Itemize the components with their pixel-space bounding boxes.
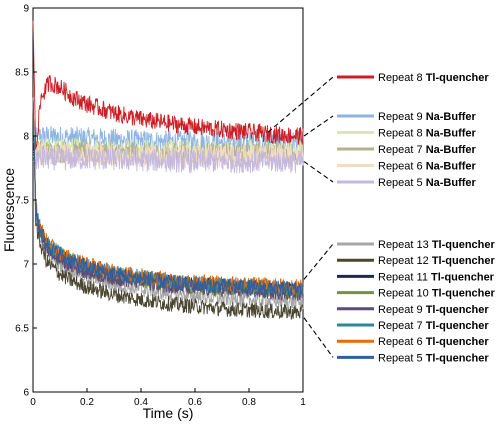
- callout-line: [303, 317, 334, 358]
- callout-line: [303, 115, 334, 137]
- legend-entry: Repeat 13 Tl-quencher: [378, 239, 495, 251]
- x-tick-label: 0: [30, 397, 36, 408]
- callout-line: [303, 161, 334, 183]
- plot-area: [32, 7, 304, 393]
- x-tick-label: 0.4: [134, 397, 148, 408]
- axis-ticks: 0 0.2 0.4 0.6 0.8 1 6 6.5 7 7.5 8 8.5 9: [15, 4, 306, 409]
- callout-line: [267, 76, 334, 133]
- y-tick-label: 6: [23, 388, 29, 399]
- legend-entry: Repeat 5 Tl-quencher: [378, 352, 489, 364]
- legend-entry: Repeat 9 Na-Buffer: [378, 111, 477, 123]
- x-tick-label: 0.2: [80, 397, 94, 408]
- legend-entry: Repeat 10 Tl-quencher: [378, 288, 495, 300]
- legend-entry: Repeat 6 Tl-quencher: [378, 336, 489, 348]
- y-tick-label: 7.5: [15, 196, 29, 207]
- y-tick-label: 8: [23, 132, 29, 143]
- legend-entry: Repeat 7 Tl-quencher: [378, 320, 489, 332]
- legend: Repeat 8 Tl-quencher Repeat 9 Na-Buffer Re…: [337, 72, 495, 364]
- x-tick-label: 0.8: [242, 397, 256, 408]
- x-tick-label: 1: [300, 397, 306, 408]
- x-tick-label: 0.6: [188, 397, 202, 408]
- legend-entry: Repeat 9 Tl-quencher: [378, 304, 489, 316]
- legend-entry: Repeat 7 Na-Buffer: [378, 144, 477, 156]
- series-line: [32, 146, 304, 174]
- y-tick-label: 6.5: [15, 324, 29, 335]
- series-line: [32, 110, 304, 320]
- legend-entry: Repeat 11 Tl-quencher: [378, 271, 495, 283]
- legend-entry: Repeat 8 Na-Buffer: [378, 128, 477, 140]
- legend-entry: Repeat 8 Tl-quencher: [378, 72, 489, 84]
- legend-callout-lines: [267, 76, 334, 358]
- x-axis-label: Time (s): [143, 405, 194, 421]
- y-tick-label: 8.5: [15, 68, 29, 79]
- legend-entry: Repeat 6 Na-Buffer: [378, 161, 477, 173]
- legend-entry: Repeat 12 Tl-quencher: [378, 255, 495, 267]
- legend-entry: Repeat 5 Na-Buffer: [378, 177, 477, 189]
- y-tick-label: 9: [23, 4, 29, 15]
- series-line: [32, 97, 304, 296]
- callout-line: [303, 243, 334, 280]
- axes-frame: [32, 7, 304, 393]
- series-line: [32, 20, 304, 150]
- y-axis-label: Fluorescence: [1, 168, 17, 252]
- y-tick-label: 7: [23, 260, 29, 271]
